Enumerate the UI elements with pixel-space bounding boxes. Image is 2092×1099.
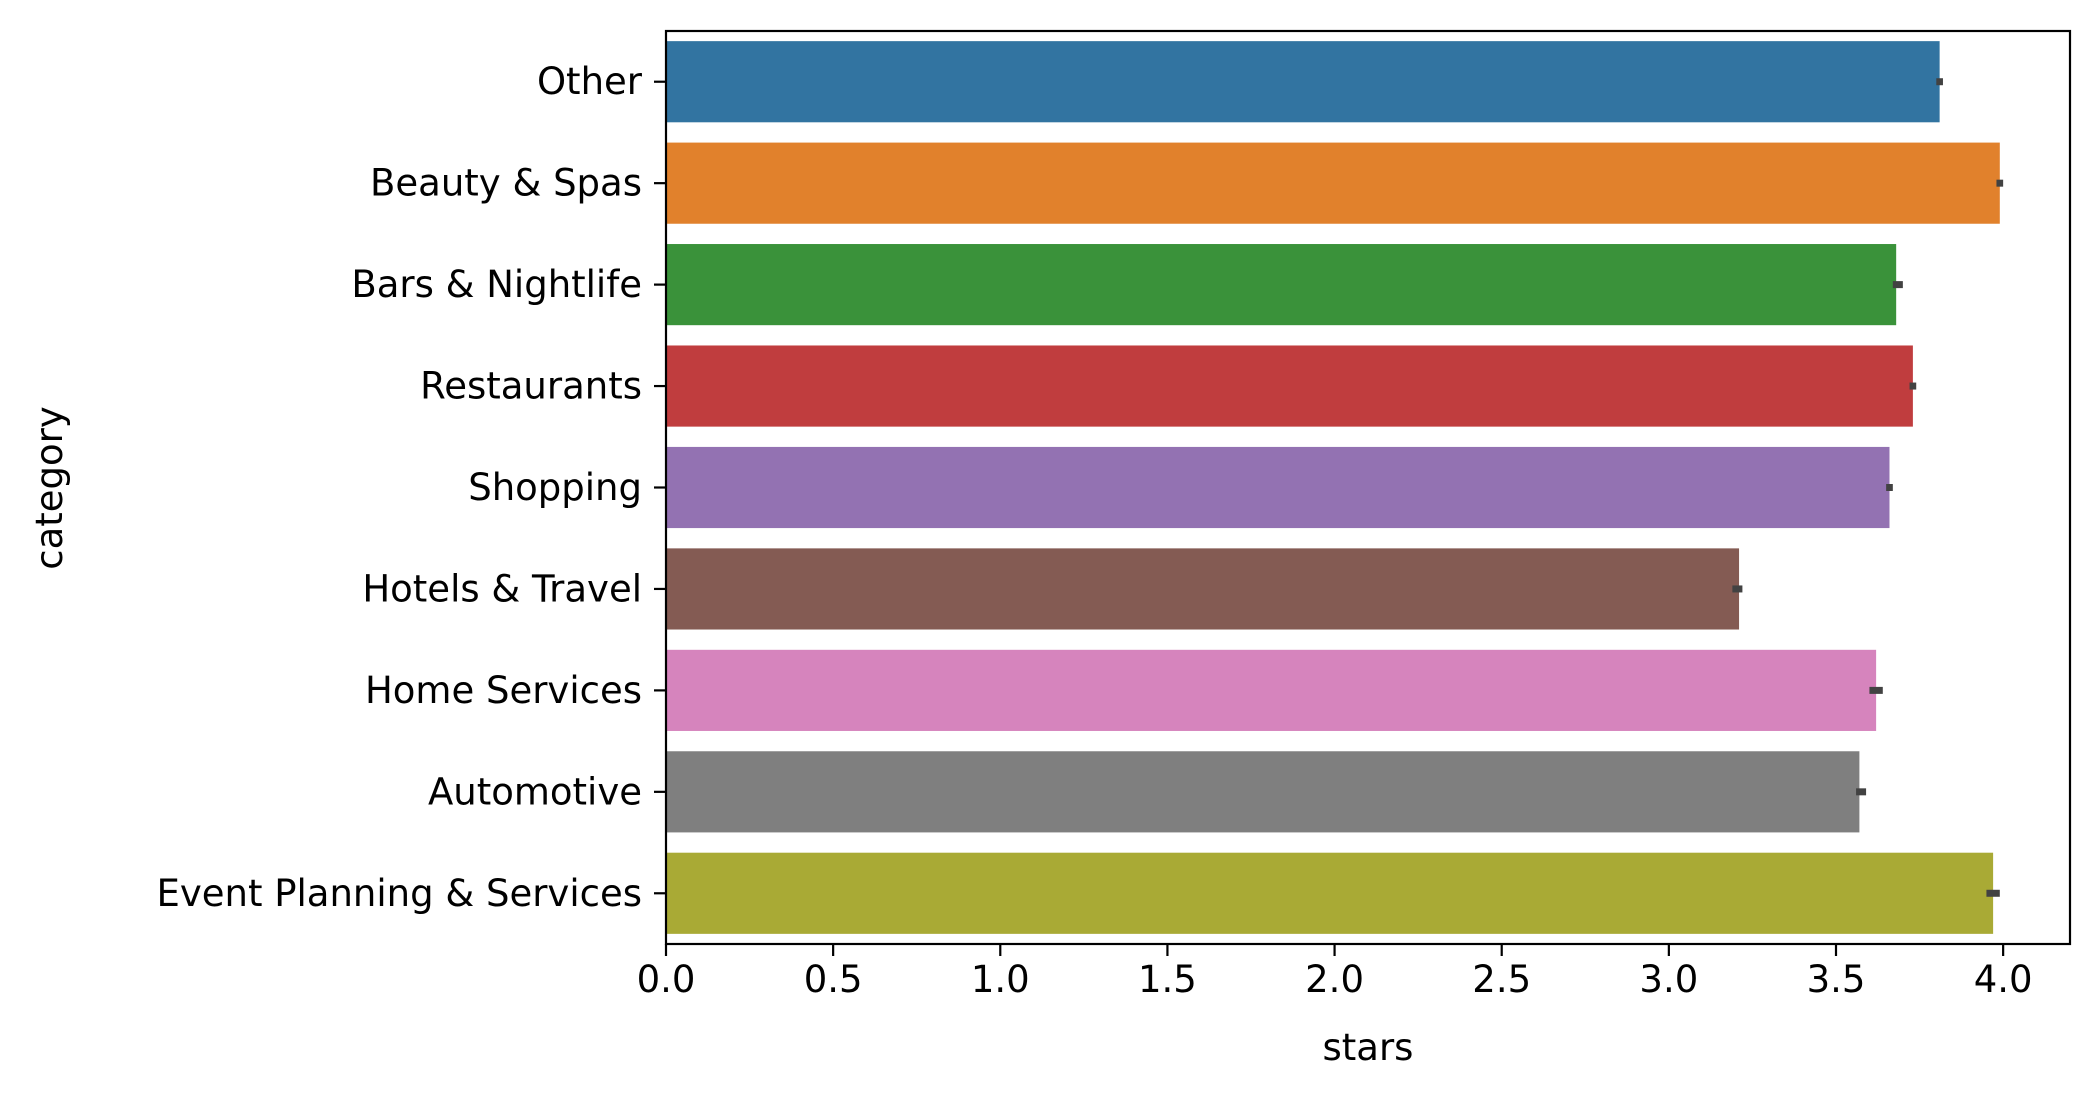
x-tick-label: 1.0: [971, 958, 1030, 1001]
y-tick-label-event-planning-and-services: Event Planning & Services: [156, 872, 642, 915]
bar-home-services: [666, 649, 1877, 731]
bar-automotive: [666, 751, 1860, 833]
y-tick-label-beauty-and-spas: Beauty & Spas: [370, 162, 642, 205]
x-tick-label: 0.0: [637, 958, 696, 1001]
x-tick-label: 2.0: [1305, 958, 1364, 1001]
bar-bars-and-nightlife: [666, 244, 1897, 326]
bar-shopping: [666, 446, 1890, 529]
bars-layer: [666, 41, 2000, 934]
y-tick-label-restaurants: Restaurants: [420, 365, 642, 408]
x-tick-label: 0.5: [804, 958, 863, 1001]
bar-event-planning-and-services: [666, 852, 1994, 934]
x-tick-label: 4.0: [1974, 958, 2033, 1001]
x-tick-label: 1.5: [1138, 958, 1197, 1001]
y-tick-label-automotive: Automotive: [428, 770, 642, 813]
y-tick-label-other: Other: [537, 60, 643, 103]
y-tick-label-shopping: Shopping: [468, 466, 642, 509]
bar-other: [666, 41, 1940, 123]
y-tick-label-hotels-and-travel: Hotels & Travel: [362, 567, 642, 610]
bar-restaurants: [666, 345, 1913, 427]
y-axis-label: category: [28, 406, 71, 570]
x-tick-label: 2.5: [1472, 958, 1531, 1001]
y-tick-label-bars-and-nightlife: Bars & Nightlife: [351, 263, 642, 306]
y-axis-ticks: Other Beauty & Spas Bars & Nightlife Restau…: [156, 60, 666, 915]
y-tick-label-home-services: Home Services: [365, 669, 642, 712]
x-axis-ticks: 0.0 0.5 1.0 1.5 2.0 2.5 3.0 3.5 4.0: [637, 944, 2033, 1001]
x-tick-label: 3.0: [1639, 958, 1698, 1001]
bar-hotels-and-travel: [666, 548, 1740, 630]
x-axis-label: stars: [1323, 1026, 1414, 1069]
bar-beauty-and-spas: [666, 142, 2000, 224]
x-tick-label: 3.5: [1807, 958, 1866, 1001]
error-bars-layer: [1732, 78, 2004, 897]
